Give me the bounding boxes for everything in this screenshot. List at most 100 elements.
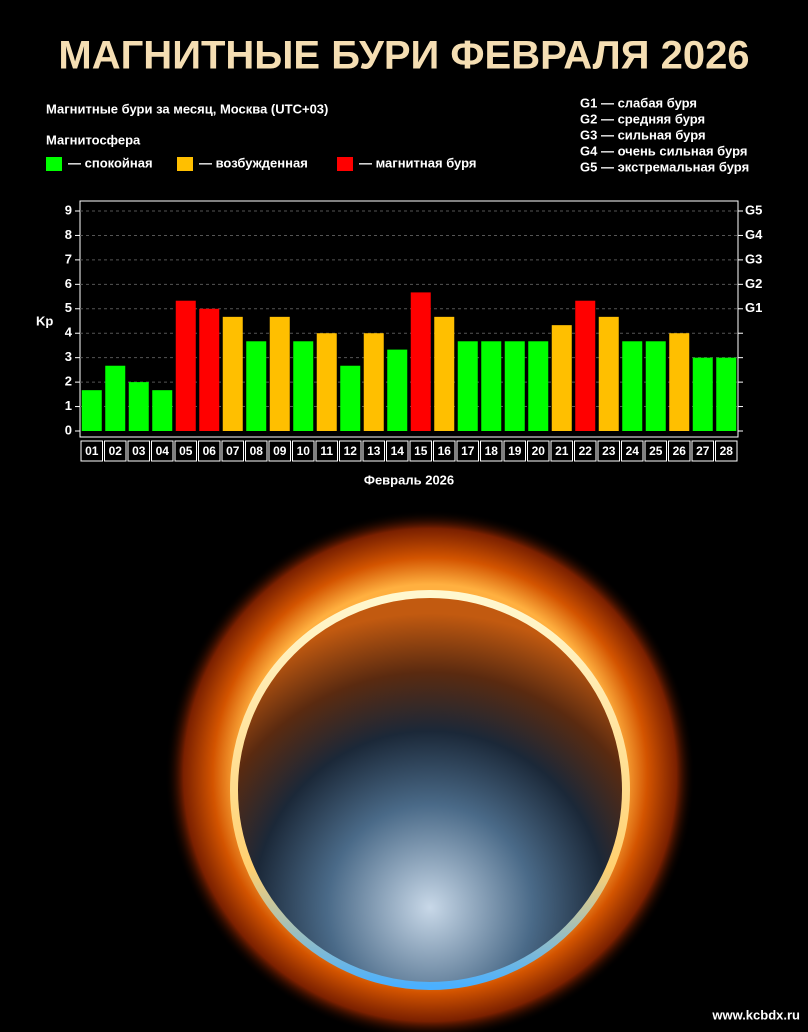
y2-tick-label: G4 xyxy=(745,227,763,242)
g-legend-item: G1 — слабая буря xyxy=(580,95,697,110)
x-tick-label: 09 xyxy=(273,444,287,458)
y-tick-label: 7 xyxy=(65,251,72,266)
legend-swatch xyxy=(177,157,193,171)
y-tick-label: 6 xyxy=(65,276,72,291)
category-box xyxy=(104,440,127,462)
bar xyxy=(105,365,126,431)
category-box xyxy=(550,440,573,462)
x-tick-label: 14 xyxy=(391,444,405,458)
y-tick-label: 4 xyxy=(65,325,73,340)
bar xyxy=(598,316,619,431)
x-tick-label: 24 xyxy=(626,444,640,458)
y-tick-label: 0 xyxy=(65,422,72,437)
x-tick-label: 20 xyxy=(532,444,546,458)
category-box xyxy=(574,440,597,462)
category-box xyxy=(644,440,667,462)
legend-swatch xyxy=(337,157,353,171)
bar xyxy=(340,365,361,431)
bar xyxy=(481,341,502,431)
bar xyxy=(222,316,243,431)
bar xyxy=(622,341,643,431)
bar xyxy=(269,316,290,431)
bar xyxy=(387,349,408,431)
category-box xyxy=(691,440,714,462)
category-box xyxy=(198,440,221,462)
g-legend-item: G3 — сильная буря xyxy=(580,127,706,142)
x-tick-label: 19 xyxy=(508,444,522,458)
category-box xyxy=(409,440,432,462)
x-tick-label: 11 xyxy=(320,444,333,458)
bar xyxy=(175,300,196,431)
legend-label: — возбужденная xyxy=(199,155,308,170)
category-box xyxy=(151,440,174,462)
y2-tick-label: G1 xyxy=(745,300,762,315)
y-tick-label: 2 xyxy=(65,374,72,389)
y-tick-label: 3 xyxy=(65,349,72,364)
g-legend-item: G4 — очень сильная буря xyxy=(580,143,747,158)
y-tick-label: 5 xyxy=(65,300,72,315)
y2-tick-label: G3 xyxy=(745,251,762,266)
x-tick-label: 08 xyxy=(250,444,264,458)
category-box xyxy=(362,440,385,462)
category-box xyxy=(245,440,268,462)
x-axis-label: Февраль 2026 xyxy=(364,472,454,487)
x-tick-label: 28 xyxy=(720,444,734,458)
x-tick-label: 27 xyxy=(696,444,710,458)
category-box xyxy=(268,440,291,462)
bar xyxy=(246,341,267,431)
category-box xyxy=(315,440,338,462)
y-axis-label: Kp xyxy=(36,313,53,328)
legend-swatch xyxy=(46,157,62,171)
bar xyxy=(434,316,455,431)
category-box xyxy=(80,440,103,462)
category-box xyxy=(127,440,150,462)
bar xyxy=(551,325,572,431)
x-tick-label: 18 xyxy=(485,444,499,458)
category-box xyxy=(292,440,315,462)
bar xyxy=(316,333,337,431)
x-tick-label: 04 xyxy=(156,444,170,458)
bar xyxy=(528,341,549,431)
bar xyxy=(363,333,384,431)
plot-frame xyxy=(79,200,739,438)
watermark: www.kcbdx.ru xyxy=(711,1007,800,1022)
g-legend-item: G5 — экстремальная буря xyxy=(580,159,749,174)
category-box xyxy=(668,440,691,462)
legend-title: Магнитосфера xyxy=(46,132,141,147)
x-tick-label: 06 xyxy=(203,444,217,458)
sun-illustration xyxy=(165,510,695,1032)
x-tick-label: 10 xyxy=(297,444,311,458)
y-tick-label: 9 xyxy=(65,202,72,217)
category-box xyxy=(339,440,362,462)
x-tick-label: 15 xyxy=(414,444,428,458)
bar xyxy=(575,300,596,431)
g-legend-item: G2 — средняя буря xyxy=(580,111,705,126)
page-title: МАГНИТНЫЕ БУРИ ФЕВРАЛЯ 2026 xyxy=(58,34,749,78)
x-tick-label: 23 xyxy=(602,444,616,458)
y-tick-label: 8 xyxy=(65,227,72,242)
bar xyxy=(457,341,478,431)
category-box xyxy=(174,440,197,462)
bar xyxy=(293,341,314,431)
bar xyxy=(504,341,525,431)
bar xyxy=(199,308,220,431)
category-box xyxy=(527,440,550,462)
category-box xyxy=(480,440,503,462)
legend-label: — магнитная буря xyxy=(359,155,476,170)
category-box xyxy=(433,440,456,462)
x-tick-label: 25 xyxy=(649,444,663,458)
bar xyxy=(81,390,102,431)
category-box xyxy=(503,440,526,462)
bar xyxy=(692,357,713,431)
legend-label: — спокойная xyxy=(68,155,153,170)
x-tick-label: 02 xyxy=(109,444,123,458)
x-tick-label: 01 xyxy=(85,444,99,458)
category-box xyxy=(621,440,644,462)
bar xyxy=(716,357,737,431)
category-box xyxy=(597,440,620,462)
bar xyxy=(645,341,666,431)
x-tick-label: 05 xyxy=(179,444,193,458)
x-tick-label: 21 xyxy=(555,444,569,458)
x-tick-label: 07 xyxy=(226,444,240,458)
